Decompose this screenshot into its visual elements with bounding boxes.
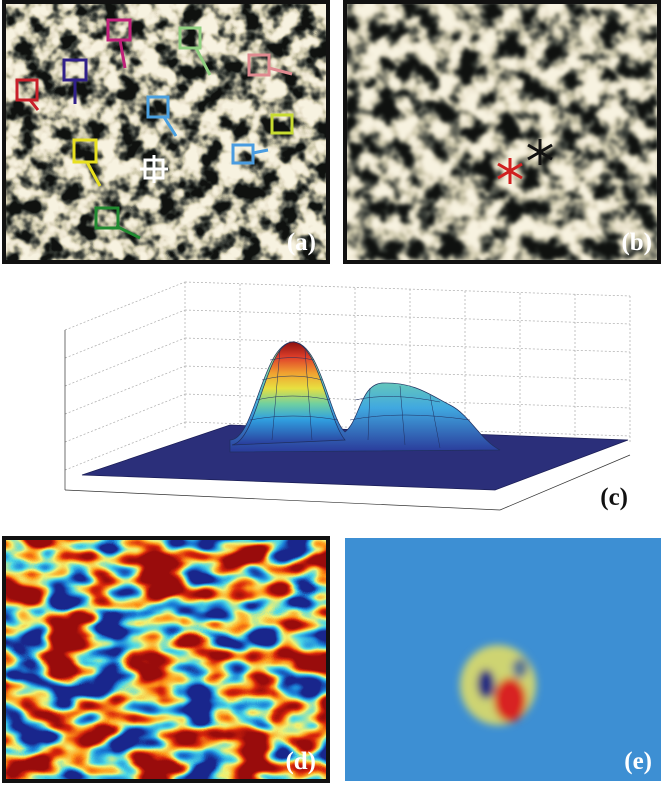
panel-label: (b) bbox=[621, 229, 652, 256]
panel-e: (e) bbox=[345, 538, 661, 781]
panel-b: (b) bbox=[345, 2, 659, 262]
figure-canvas: (a) (b) bbox=[0, 0, 662, 785]
panel-label: (d) bbox=[285, 748, 316, 775]
crowd-image bbox=[345, 2, 659, 262]
filter-blob bbox=[460, 645, 536, 725]
response-map bbox=[4, 538, 328, 781]
panel-d: (d) bbox=[4, 538, 328, 781]
figure: (a) (b) bbox=[0, 0, 662, 785]
panel-a: (a) bbox=[4, 2, 328, 262]
panel-label: (a) bbox=[287, 229, 316, 256]
panel-c: (c) bbox=[65, 282, 630, 511]
panel-label: (e) bbox=[624, 748, 652, 775]
panel-label: (c) bbox=[600, 484, 628, 511]
